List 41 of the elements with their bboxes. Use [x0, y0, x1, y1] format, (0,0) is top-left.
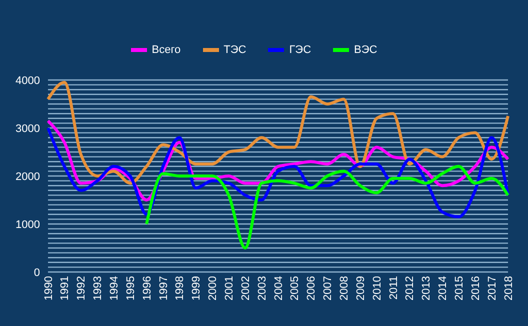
x-tick-label: 2001 [224, 276, 236, 300]
x-tick-label: 2005 [289, 276, 302, 300]
x-tick-label: 2012 [404, 276, 416, 300]
x-tick-label: 2017 [486, 276, 498, 300]
x-tick-label: 1999 [190, 276, 203, 300]
line-series [145, 164, 510, 250]
x-tick-label: 1991 [59, 276, 72, 300]
x-tick-label: 2015 [454, 276, 466, 300]
x-tick-label: 1992 [76, 276, 88, 300]
x-tick-label: 1994 [108, 276, 121, 300]
y-tick-label: 2000 [16, 170, 40, 183]
x-tick-label: 2010 [371, 276, 384, 300]
x-tick-label: 2002 [240, 276, 252, 300]
legend-label: ТЭС [224, 44, 246, 56]
x-tick-label: 2009 [354, 276, 367, 300]
legend-label: ВЭС [354, 44, 378, 56]
y-tick-label: 0 [34, 266, 40, 279]
x-tick-label: 2011 [388, 276, 400, 300]
x-tick-label: 1996 [141, 276, 154, 300]
y-tick-label: 3000 [16, 122, 40, 135]
x-tick-label: 1990 [42, 276, 55, 300]
x-tick-label: 2008 [338, 276, 351, 300]
x-tick-label: 2007 [322, 276, 334, 300]
x-tick-label: 1993 [92, 276, 104, 300]
line-series [46, 126, 510, 218]
legend-label: ГЭС [289, 44, 312, 56]
x-tick-label: 1997 [158, 276, 170, 300]
x-tick-label: 2014 [437, 276, 450, 300]
x-tick-label: 2018 [502, 276, 515, 300]
y-tick-label: 1000 [16, 218, 40, 231]
x-tick-label: 1995 [124, 276, 137, 300]
x-tick-label: 2016 [470, 276, 482, 300]
x-tick-label: 2000 [207, 276, 220, 300]
x-tick-label: 2004 [272, 276, 285, 300]
x-tick-label: 2013 [420, 276, 433, 300]
x-tick-label: 1998 [174, 276, 186, 300]
x-tick-label: 2006 [306, 276, 318, 300]
y-tick-label: 4000 [16, 74, 40, 87]
legend-label: Всего [152, 44, 181, 56]
line-series [46, 80, 510, 185]
x-tick-label: 2003 [256, 276, 268, 300]
